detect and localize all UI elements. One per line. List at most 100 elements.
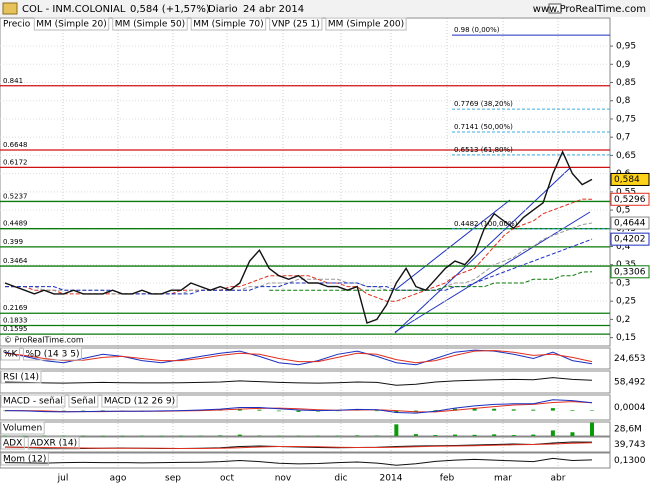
legend-box [101, 394, 178, 408]
current-value: 0,1300 [614, 456, 646, 466]
bar [394, 410, 399, 413]
level-label: 0.399 [3, 238, 23, 246]
series-line [269, 271, 593, 291]
series-line [5, 238, 593, 295]
x-tick-label: sep [165, 474, 181, 484]
y-tick-label: 0,15 [616, 333, 636, 343]
y-tick-label: 0,85 [616, 78, 636, 88]
bar [550, 430, 555, 436]
bar [570, 410, 575, 411]
bar [218, 435, 223, 436]
level-label: 0.3464 [3, 257, 28, 265]
y-tick-label: 0,95 [616, 42, 636, 52]
bar [100, 410, 105, 411]
icon[interactable] [2, 2, 18, 15]
current-value: 0,0004 [614, 403, 646, 413]
level-label: 0.6172 [3, 158, 28, 166]
last-value-box [610, 172, 650, 186]
legend-entry: ADXR (14) [30, 439, 77, 449]
legend-box [0, 347, 20, 361]
bar [100, 435, 105, 437]
header-bar [0, 0, 650, 17]
bar [61, 410, 66, 412]
panel-frame [0, 452, 611, 469]
bar [296, 410, 301, 412]
legend-box [269, 17, 323, 31]
legend-box [0, 436, 25, 450]
legend-entry: MM (Simple 20) [36, 20, 106, 30]
x-tick-label: oct [220, 474, 234, 484]
series-line [4, 349, 593, 366]
legend-entry: MACD (12 26 9) [104, 397, 175, 407]
last-value: 0,3306 [614, 267, 646, 277]
bar [374, 435, 379, 436]
legend-entry: MM (Simple 50) [115, 20, 185, 30]
bar [590, 422, 594, 436]
y-tick-label: 0,4 [616, 242, 631, 252]
level-label: 0.841 [3, 77, 23, 85]
x-tick-label: abr [551, 474, 566, 484]
bar [316, 435, 321, 437]
x-tick-label: nov [275, 474, 292, 484]
bar [394, 424, 399, 436]
series-line [5, 442, 593, 449]
bar [550, 408, 555, 411]
level-label: 0.1833 [3, 316, 28, 324]
legend-entry: %K [3, 350, 19, 360]
fib-label: 0.98 (0,00%) [454, 26, 500, 34]
fib-label: 0.4482 (100,00%) [454, 220, 518, 228]
legend-title: Precio [3, 20, 31, 30]
legend-entry: RSI (14) [3, 373, 39, 383]
bar [413, 410, 418, 412]
bar [3, 435, 7, 437]
bar [139, 435, 144, 437]
bar [81, 435, 86, 437]
bar [355, 435, 360, 436]
date: 24 abr 2014 [243, 4, 304, 15]
last-value-box [610, 192, 650, 206]
last-value: 0,584 [614, 175, 640, 185]
level-label: 0.4489 [3, 220, 28, 228]
x-tick-label: mar [494, 474, 512, 484]
legend-entry: %D (14 3 5) [25, 350, 79, 360]
fib-label: 0.6513 (61,80%) [454, 146, 513, 154]
channel-line [394, 167, 571, 334]
bar [257, 409, 262, 411]
fib-label: 0.7141 (50,00%) [454, 123, 513, 131]
x-tick-label: jul [57, 474, 69, 484]
panel-frame [0, 394, 611, 421]
bar [61, 435, 66, 437]
y-tick-label: 0,75 [616, 114, 636, 124]
y-tick-label: 0,55 [616, 187, 636, 197]
panel-frame [0, 347, 611, 370]
symbol: COL - INM.COLONIAL [22, 4, 126, 15]
bar [237, 434, 242, 436]
x-tick-label: feb [440, 474, 455, 484]
legend-box [112, 17, 188, 31]
legend-box [0, 421, 45, 435]
bar [453, 408, 458, 411]
legend-entry: MM (Simple 70) [193, 20, 263, 30]
bar [335, 410, 340, 412]
period: Diario [208, 4, 238, 15]
legend-entry: MM (Simple 200) [328, 20, 404, 30]
legend-box [68, 394, 99, 408]
level-label: 0.6648 [3, 141, 28, 149]
last-value-box [610, 232, 650, 246]
y-tick-label: 0,5 [616, 206, 630, 216]
watermark: © ProRealTime.com [4, 336, 84, 345]
legend-entry: Señal [71, 397, 96, 407]
bar [531, 434, 536, 436]
bar [570, 432, 575, 436]
bar [237, 408, 242, 411]
bar [492, 434, 497, 436]
last-value: 0,4644 [614, 219, 646, 229]
bar [276, 410, 281, 412]
current-value: 58,492 [614, 378, 646, 388]
mail-icon[interactable] [548, 3, 562, 14]
bar [81, 410, 86, 412]
site: www.ProRealTime.com [533, 4, 646, 15]
y-tick-label: 0,2 [616, 315, 630, 325]
bar [511, 435, 516, 436]
